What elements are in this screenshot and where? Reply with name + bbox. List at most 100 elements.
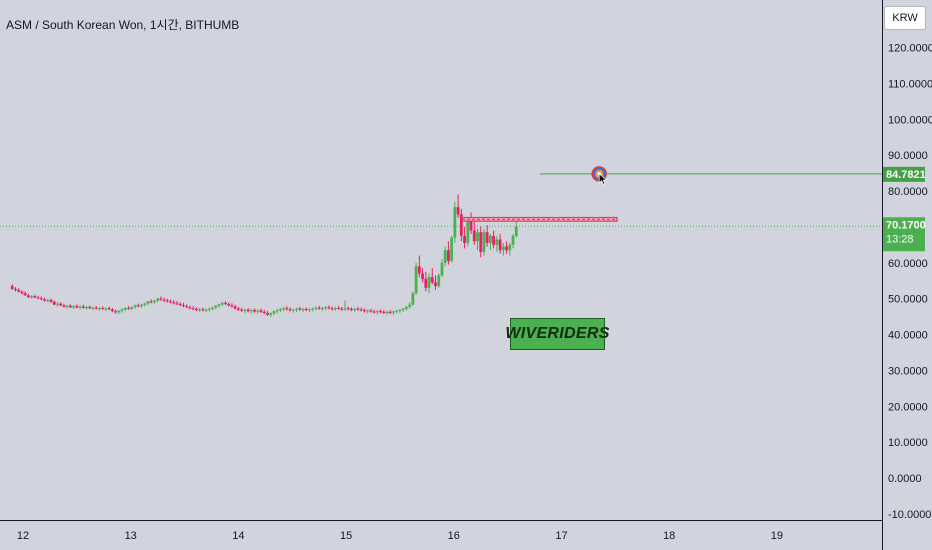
candle-body — [356, 308, 360, 310]
candle-body — [447, 250, 450, 261]
candle-body — [224, 302, 227, 305]
candle-body — [175, 303, 179, 305]
candle-body — [117, 310, 121, 313]
candle-body — [14, 288, 17, 291]
price-tick-label: 0.0000 — [888, 473, 922, 485]
candle-body — [291, 309, 295, 311]
candle-body — [398, 309, 402, 311]
time-tick-label: 13 — [125, 530, 137, 542]
candle-body — [123, 307, 127, 310]
price-axis[interactable]: 120.0000 110.0000 100.0000 90.0000 80.0000 60… — [888, 43, 932, 521]
candle-body — [479, 232, 483, 252]
candle-body — [162, 299, 166, 301]
candle-body — [68, 305, 72, 308]
candle-body — [285, 308, 289, 310]
time-tick-label: 17 — [555, 530, 567, 542]
candle-body — [414, 266, 418, 294]
candle-body — [259, 310, 263, 312]
candle-body — [408, 304, 412, 307]
candle-body — [243, 309, 247, 311]
current-price-label: 70.1700 13:28 — [883, 217, 926, 252]
candle-body — [327, 307, 331, 309]
candle-body — [94, 307, 98, 309]
candle-body — [388, 311, 392, 313]
candle-body — [253, 310, 256, 312]
candle-body — [275, 310, 279, 312]
candle-body — [453, 207, 457, 238]
price-tick-label: 90.0000 — [888, 150, 928, 162]
candle-body — [133, 305, 137, 308]
target-icon[interactable] — [591, 166, 608, 185]
candle-body — [295, 308, 298, 310]
candle-body — [30, 296, 34, 298]
candle-body — [440, 262, 444, 276]
candle-body — [217, 304, 221, 306]
candle-body — [321, 307, 324, 309]
candle-body — [476, 232, 479, 242]
candle-body — [434, 282, 437, 287]
price-tick-label: 10.0000 — [888, 437, 928, 449]
candle-countdown-text: 13:28 — [886, 233, 914, 245]
candle-body — [75, 306, 79, 308]
candle-body — [511, 235, 515, 245]
price-tick-label: 40.0000 — [888, 330, 928, 342]
candle-body — [279, 309, 282, 311]
candle-body — [363, 310, 366, 312]
candle-body — [369, 310, 373, 312]
candle-body — [324, 307, 328, 309]
time-axis[interactable]: 12 13 14 15 16 17 18 19 — [17, 530, 783, 542]
candle-body — [85, 306, 88, 308]
candle-body — [220, 302, 224, 305]
candle-body — [23, 293, 27, 296]
candles — [10, 194, 518, 317]
candle-body — [485, 232, 489, 244]
candle-body — [466, 221, 470, 244]
candle-body — [421, 273, 424, 279]
candle-body — [311, 308, 315, 310]
candle-body — [266, 312, 269, 315]
candle-body — [359, 309, 363, 311]
candle-body — [72, 306, 76, 308]
candle-body — [401, 308, 405, 310]
candle-body — [88, 306, 92, 309]
time-tick-label: 19 — [771, 530, 783, 542]
candle-body — [346, 308, 350, 310]
currency-button[interactable]: KRW — [884, 6, 926, 30]
candle-body — [382, 311, 386, 313]
candle-body — [437, 275, 441, 287]
candle-body — [411, 293, 415, 305]
candle-body — [114, 311, 118, 313]
candle-body — [392, 311, 395, 313]
target-price-label: 84.7821 — [883, 166, 926, 182]
candle-body — [207, 308, 211, 310]
candle-body — [333, 307, 337, 310]
candle-body — [430, 277, 434, 283]
candle-body — [304, 309, 308, 311]
candle-body — [172, 302, 176, 304]
candle-body — [26, 295, 30, 298]
price-tick-label: 110.0000 — [888, 78, 932, 90]
candle-body — [330, 308, 334, 310]
candle-body — [417, 266, 421, 274]
candle-body — [159, 298, 163, 300]
candle-body — [249, 310, 253, 312]
candle-body — [169, 301, 172, 303]
candle-body — [340, 308, 344, 310]
candle-body — [146, 301, 150, 304]
candle-body — [39, 298, 43, 300]
candle-body — [46, 300, 50, 302]
candle-body — [152, 300, 156, 303]
candle-body — [191, 308, 195, 310]
candle-body — [10, 286, 14, 289]
candle-body — [140, 304, 143, 307]
candle-body — [230, 305, 234, 307]
candle-body — [262, 311, 266, 313]
candle-body — [17, 290, 21, 292]
candle-body — [492, 235, 496, 245]
candle-body — [256, 310, 260, 312]
candle-body — [36, 297, 40, 299]
candle-body — [49, 300, 53, 302]
candle-body — [301, 309, 305, 311]
